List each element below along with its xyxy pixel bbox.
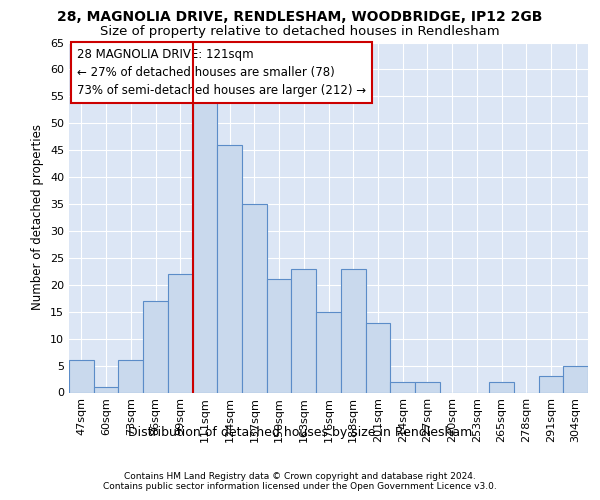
Text: Contains HM Land Registry data © Crown copyright and database right 2024.: Contains HM Land Registry data © Crown c… xyxy=(124,472,476,481)
Bar xyxy=(415,382,440,392)
Text: 28, MAGNOLIA DRIVE, RENDLESHAM, WOODBRIDGE, IP12 2GB: 28, MAGNOLIA DRIVE, RENDLESHAM, WOODBRID… xyxy=(58,10,542,24)
Bar xyxy=(539,376,563,392)
Bar xyxy=(563,366,588,392)
Bar xyxy=(217,145,242,392)
Text: Contains public sector information licensed under the Open Government Licence v3: Contains public sector information licen… xyxy=(103,482,497,491)
Bar xyxy=(341,268,365,392)
Bar xyxy=(193,102,217,393)
Bar xyxy=(168,274,193,392)
Bar xyxy=(118,360,143,392)
Bar xyxy=(316,312,341,392)
Bar xyxy=(242,204,267,392)
Y-axis label: Number of detached properties: Number of detached properties xyxy=(31,124,44,310)
Bar xyxy=(365,322,390,392)
Bar xyxy=(69,360,94,392)
Bar xyxy=(267,280,292,392)
Text: 28 MAGNOLIA DRIVE: 121sqm
← 27% of detached houses are smaller (78)
73% of semi-: 28 MAGNOLIA DRIVE: 121sqm ← 27% of detac… xyxy=(77,48,366,97)
Bar xyxy=(292,268,316,392)
Text: Distribution of detached houses by size in Rendlesham: Distribution of detached houses by size … xyxy=(128,426,472,439)
Text: Size of property relative to detached houses in Rendlesham: Size of property relative to detached ho… xyxy=(100,25,500,38)
Bar xyxy=(390,382,415,392)
Bar xyxy=(94,387,118,392)
Bar xyxy=(143,301,168,392)
Bar xyxy=(489,382,514,392)
